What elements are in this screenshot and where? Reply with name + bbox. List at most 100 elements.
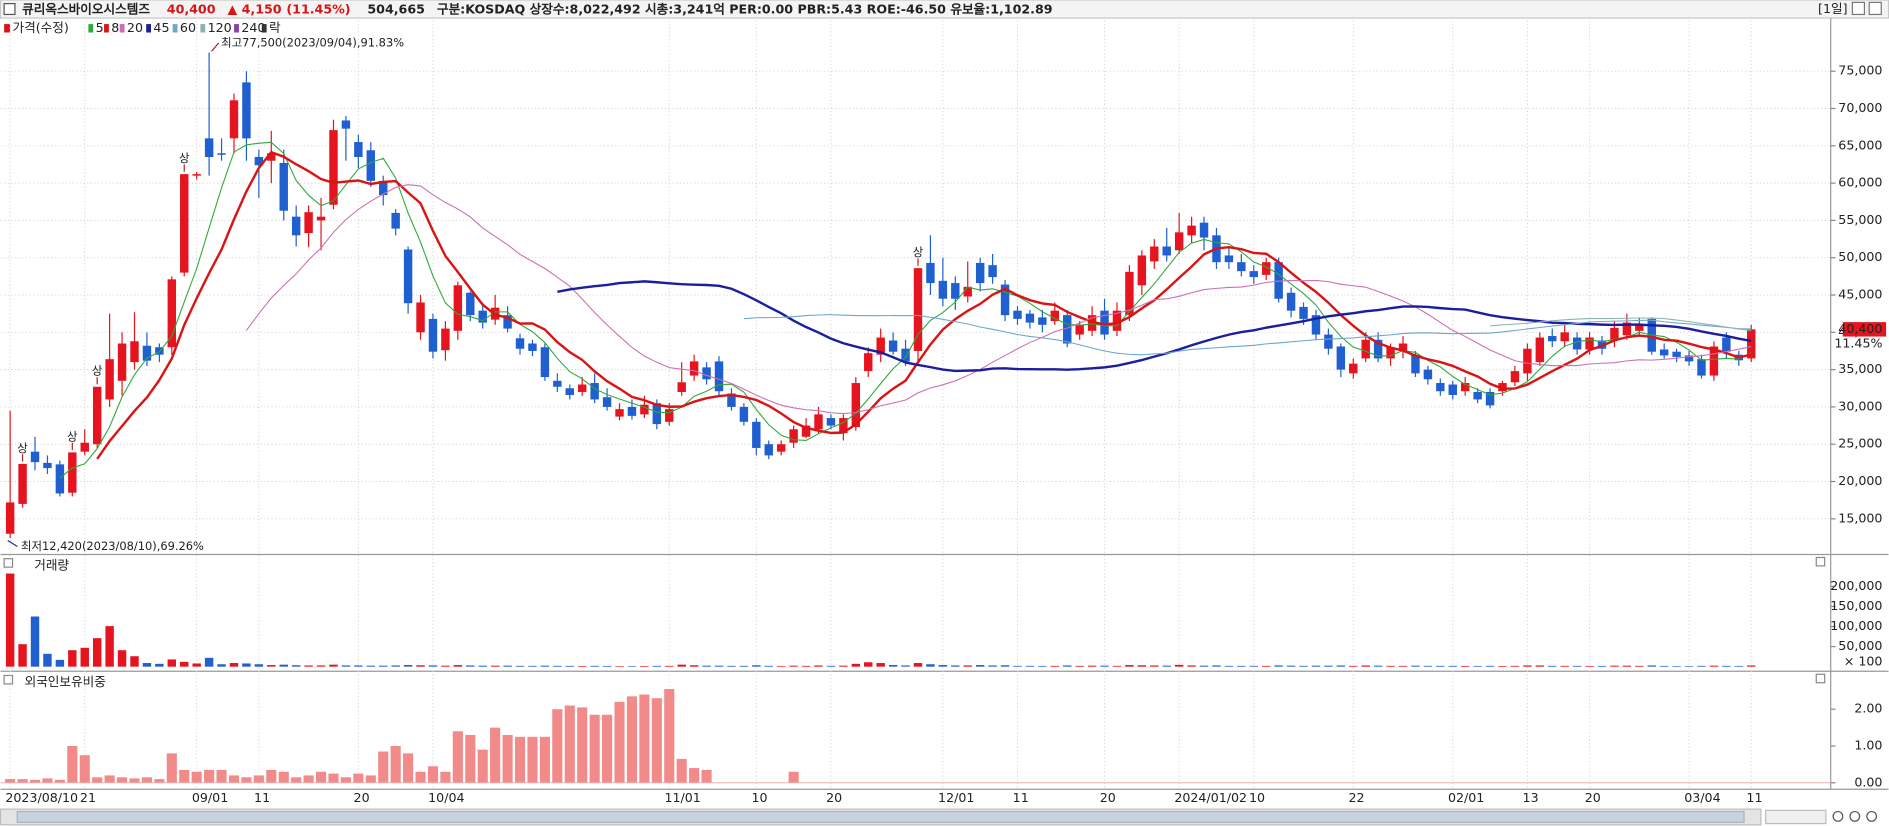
volume-bar [665,665,674,667]
foreign-bar [104,775,115,783]
foreign-bar [92,777,103,783]
volume-bar [1000,665,1010,667]
volume-bar [68,650,77,667]
candle-body [1473,391,1482,400]
volume-bar [1498,665,1507,667]
foreign-bar [390,746,401,783]
foreign-bar [154,779,165,783]
candle-body [577,384,587,392]
panel-button[interactable] [1815,556,1826,567]
foreign-bar [191,771,202,783]
header-icon[interactable] [3,3,16,16]
candle-body [913,268,923,351]
limit-up-marker: 상 [92,364,103,378]
window-button[interactable] [1851,1,1866,16]
volume-bar [789,665,798,667]
candle-body [466,292,475,316]
foreign-bar [465,734,476,783]
volume-bar [304,665,313,667]
candle-body [702,367,711,380]
foreign-bar [378,751,389,783]
volume-bar [901,665,910,667]
volume-bar [391,665,400,667]
candle-body [1050,310,1060,322]
moving-average [245,184,1752,415]
candle-body [204,138,214,157]
candle-body [68,452,77,493]
foreign-bar [141,777,152,783]
volume-bar [1025,665,1035,667]
candle-body [1286,292,1296,311]
candle-body [1311,315,1321,335]
candle-body [329,130,338,205]
candle-body [1063,315,1072,344]
volume-bar [267,665,276,667]
volume-bar [167,659,177,667]
candle-body [18,463,27,504]
x-tick-label: 10 [1249,790,1265,805]
y-tick-label: 200,000 [1830,578,1882,593]
volume-bar [1722,665,1731,667]
zoom-icon[interactable] [1866,810,1878,822]
volume-bar [254,664,264,667]
zoom-icon[interactable] [1832,810,1844,822]
zoom-slider[interactable] [1765,809,1827,825]
volume-bar [1187,665,1196,667]
foreign-bar [403,753,414,783]
candle-body [1485,391,1495,406]
candle-body [764,444,773,456]
x-tick-label: 02/01 [1448,790,1484,805]
volume-bar [478,665,487,667]
limit-up-marker: 상 [913,245,924,259]
foreign-bar [291,777,302,783]
candle-body [316,216,326,221]
y-tick-label: 55,000 [1838,212,1882,227]
candle-body [30,451,40,463]
volume-bar [1635,665,1644,667]
candle-body [229,100,239,139]
volume-bar [913,663,923,667]
volume-bar [864,662,873,667]
annotation-arrow [211,42,220,52]
foreign-bar [477,749,488,783]
candle-body [528,343,537,351]
window-button[interactable] [1868,1,1882,16]
volume-bar [155,663,164,667]
low-annotation: 최저12,420(2023/08/10),69.26% [21,539,204,553]
legend-swatch [200,24,206,33]
candle-body [1025,313,1035,323]
zoom-icon[interactable] [1849,810,1861,822]
y-tick-label: 65,000 [1838,137,1882,152]
volume-bar [466,665,475,667]
volume-bar [1361,665,1370,667]
volume-bar [142,663,152,667]
header-change-pct: (11.45%) [286,1,350,16]
period-button[interactable]: [1일] [1818,1,1848,16]
candle-body [714,361,724,392]
volume-bar [1548,665,1557,667]
candle-body [677,382,686,392]
legend-swatch [234,24,239,33]
candle-body [665,409,674,422]
volume-bar [1709,665,1719,667]
volume-bar [1311,665,1321,667]
header-change: ▲ 4,150 [228,1,282,16]
candle-body [876,337,885,355]
candle-body [1659,349,1669,356]
candle-body [403,249,413,304]
candle-body [341,120,351,129]
candle-body [1150,246,1159,262]
candle-body [963,286,972,297]
panel-button[interactable] [1815,673,1826,684]
volume-bar [714,665,724,667]
volume-bar [80,647,89,667]
foreign-bar [614,701,625,783]
last-price-label: 40,400 [1838,321,1882,336]
candle-body [615,409,624,417]
scroll-thumb[interactable] [16,810,1745,823]
candle-body [1548,336,1557,342]
volume-bar [1237,665,1246,667]
volume-bar [739,665,749,667]
